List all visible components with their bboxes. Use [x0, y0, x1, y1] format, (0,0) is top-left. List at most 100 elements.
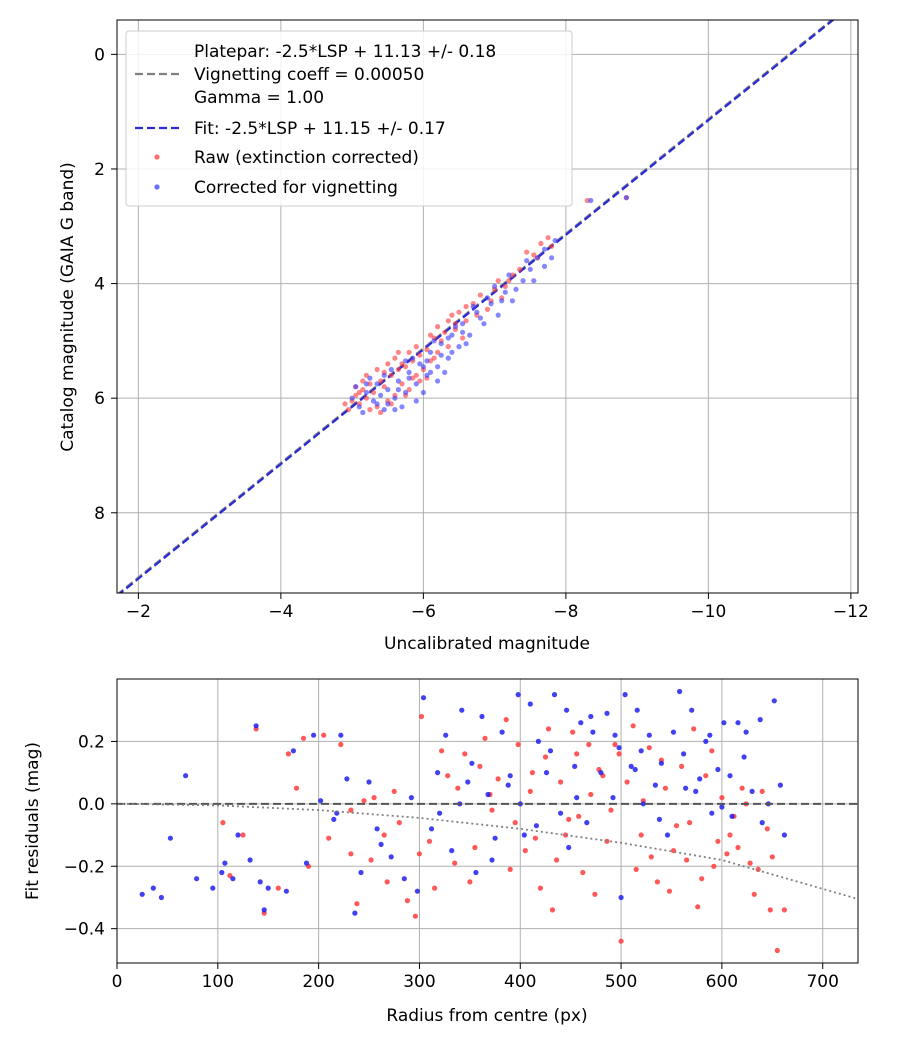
legend-vignetting-label: Vignetting coeff = 0.00050	[194, 65, 424, 85]
top-point-series-1	[520, 278, 526, 284]
bottom-point-series-0	[512, 820, 518, 826]
bottom-grid	[116, 679, 858, 963]
bottom-point-series-1	[664, 832, 671, 838]
bottom-point-series-1	[735, 720, 741, 726]
bottom-point-series-1	[759, 820, 765, 826]
top-point-series-1	[435, 378, 441, 384]
top-point-series-0	[399, 361, 405, 367]
bottom-point-series-0	[537, 885, 544, 891]
bottom-lines	[117, 802, 858, 900]
bottom-point-series-0	[699, 876, 705, 882]
top-point-series-0	[374, 366, 380, 373]
bottom-point-series-1	[210, 885, 216, 891]
bottom-point-series-1	[499, 729, 505, 735]
bottom-point-series-1	[303, 860, 310, 866]
bottom-point-series-0	[338, 741, 344, 748]
top-point-series-1	[499, 298, 505, 304]
top-point-series-1	[381, 407, 387, 413]
bottom-point-series-0	[455, 785, 461, 791]
bottom-point-series-1	[414, 888, 420, 894]
top-point-series-1	[424, 372, 430, 378]
bottom-point-series-1	[628, 763, 634, 770]
bottom-point-series-0	[781, 907, 788, 913]
bottom-x-axis-label: Radius from centre (px)	[386, 1006, 587, 1026]
top-point-series-1	[477, 315, 483, 321]
top-point-series-1	[449, 332, 455, 338]
bottom-point-series-0	[404, 898, 410, 904]
top-point-series-1	[456, 344, 462, 350]
bottom-x-tick-label: 700	[806, 972, 838, 992]
top-point-series-1	[460, 329, 466, 335]
bottom-point-series-0	[709, 748, 715, 754]
bottom-point-series-1	[492, 835, 498, 841]
bottom-point-series-1	[693, 788, 699, 795]
bottom-x-tick-label: 400	[504, 972, 536, 992]
top-point-series-1	[481, 321, 487, 327]
bottom-point-series-1	[437, 810, 443, 816]
bottom-point-series-1	[558, 810, 564, 816]
top-point-series-1	[349, 395, 355, 401]
bottom-point-series-1	[757, 717, 763, 723]
top-y-ticks: 0 2 4 6 8	[94, 45, 117, 524]
top-point-series-1	[524, 258, 530, 264]
bottom-point-series-0	[452, 860, 458, 866]
bottom-point-series-0	[687, 820, 693, 826]
top-point-series-0	[445, 318, 451, 324]
bottom-point-series-0	[759, 788, 765, 795]
bottom-point-series-0	[321, 732, 327, 738]
top-point-series-1	[463, 341, 469, 347]
bottom-point-series-0	[381, 832, 387, 838]
bottom-point-series-0	[679, 763, 685, 770]
top-point-series-0	[360, 378, 366, 384]
bottom-point-series-1	[401, 876, 407, 882]
bottom-point-series-1	[449, 848, 455, 854]
bottom-point-series-0	[764, 826, 770, 832]
top-point-series-0	[417, 352, 423, 358]
top-point-series-1	[399, 404, 405, 410]
bottom-point-series-1	[230, 876, 236, 882]
top-point-series-1	[509, 298, 515, 304]
bottom-point-series-0	[348, 851, 354, 857]
bottom-point-series-1	[707, 732, 713, 738]
bottom-point-series-0	[472, 844, 478, 851]
bottom-point-series-0	[638, 832, 644, 838]
top-point-series-0	[538, 240, 544, 247]
bottom-point-series-1	[719, 804, 725, 810]
bottom-point-series-1	[469, 760, 475, 766]
top-point-series-1	[406, 375, 412, 381]
bottom-point-series-1	[551, 692, 558, 698]
top-point-series-1	[470, 303, 476, 310]
bottom-point-series-1	[566, 844, 572, 851]
top-x-axis-label: Uncalibrated magnitude	[384, 634, 590, 654]
bottom-point-series-0	[774, 947, 780, 954]
bottom-point-series-1	[749, 788, 755, 795]
bottom-point-series-0	[326, 835, 332, 841]
bottom-point-series-0	[467, 879, 473, 885]
bottom-point-series-0	[715, 838, 721, 844]
top-point-series-0	[381, 384, 387, 390]
top-point-series-0	[517, 266, 523, 272]
bottom-point-series-1	[618, 894, 624, 901]
bottom-point-series-0	[630, 723, 636, 729]
top-point-series-1	[484, 295, 491, 301]
bottom-point-series-0	[285, 751, 291, 757]
top-x-tick-label: −8	[553, 602, 578, 622]
top-point-series-0	[445, 344, 451, 350]
bottom-point-series-1	[781, 832, 788, 838]
bottom-point-series-1	[743, 729, 749, 735]
top-point-series-0	[388, 372, 394, 378]
top-point-series-1	[502, 289, 508, 295]
bottom-point-series-0	[354, 901, 360, 907]
bottom-point-series-0	[542, 754, 549, 760]
bottom-point-series-0	[654, 879, 661, 885]
top-point-series-1	[431, 338, 437, 344]
top-points	[342, 195, 630, 416]
top-x-tick-label: −4	[268, 602, 293, 622]
top-point-series-1	[541, 263, 548, 269]
top-point-series-1	[445, 355, 451, 361]
bottom-point-series-0	[719, 795, 725, 801]
bottom-point-series-1	[311, 732, 317, 738]
bottom-point-series-0	[545, 726, 552, 732]
bottom-point-series-1	[622, 692, 628, 698]
top-point-series-1	[395, 387, 401, 393]
